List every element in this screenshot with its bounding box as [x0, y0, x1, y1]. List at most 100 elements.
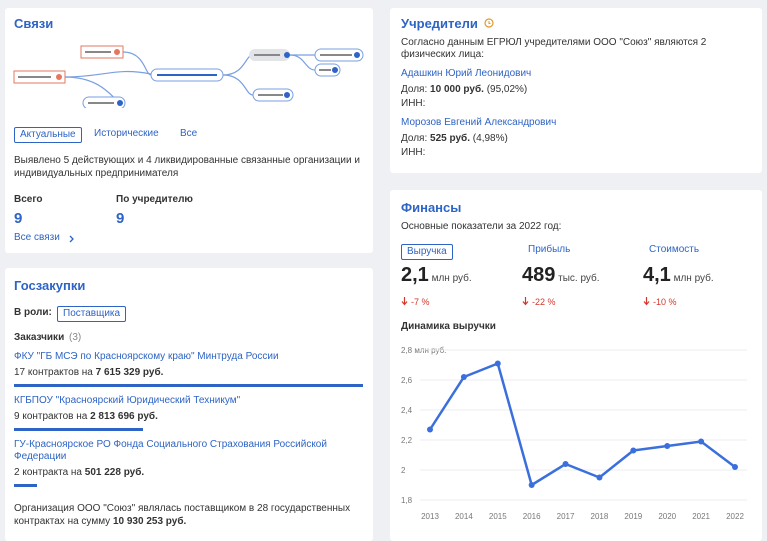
share: Доля: 525 руб. (4,98%)	[401, 133, 508, 145]
amount-bar	[14, 428, 143, 431]
value: 2,1	[401, 264, 429, 286]
amount-bar	[14, 484, 37, 487]
x-tick-label: 2015	[489, 512, 507, 521]
title: Госзакупки	[14, 278, 86, 293]
x-tick-label: 2020	[658, 512, 676, 521]
unit: млн руб.	[673, 273, 714, 284]
customer-name[interactable]: КГБПОУ "Красноярский Юридический Технику…	[14, 395, 241, 406]
share-amount: 525 руб.	[430, 133, 471, 144]
description: Выявлено 5 действующих и 4 ликвидированн…	[14, 155, 360, 179]
customer-name[interactable]: ГУ-Красноярское РО Фонда Социального Стр…	[14, 439, 327, 462]
chart-title: Динамика выручки	[401, 321, 496, 332]
point	[664, 443, 671, 449]
share: Доля: 10 000 руб. (95,02%)	[401, 84, 527, 96]
x-tick-label: 2022	[726, 512, 744, 521]
intro: Основные показатели за 2022 год:	[401, 221, 562, 232]
line	[428, 361, 736, 487]
chevron	[69, 235, 74, 243]
x-tick-label: 2018	[591, 512, 609, 521]
links-card: Связи Актуальные Исторические Все Выявле…	[5, 8, 373, 253]
tab[interactable]: Все	[180, 128, 198, 139]
customer-contracts: 9 контрактов на 2 813 696 руб.	[14, 411, 158, 423]
stat-label: Всего	[14, 194, 43, 205]
value: 4,1	[643, 264, 671, 286]
inn-label: ИНН:	[401, 147, 426, 158]
stat-value: 9	[116, 210, 125, 227]
y-tick-label: 2,4	[401, 406, 413, 415]
x-tick-label: 2017	[557, 512, 575, 521]
share-label: Доля:	[401, 84, 428, 95]
stat-value: 9	[14, 210, 23, 227]
point	[562, 461, 569, 467]
title: Связи	[14, 16, 54, 31]
metric-tab[interactable]: Прибыль	[528, 244, 571, 255]
unit: млн руб.	[431, 273, 472, 284]
down-arrow	[643, 297, 650, 306]
x-tick-label: 2019	[624, 512, 642, 521]
metric-value: 489 тыс. руб.	[522, 265, 600, 285]
metric-tab[interactable]: Выручка	[401, 244, 453, 260]
metric-value: 4,1 млн руб.	[643, 265, 714, 285]
stat-label: По учредителю	[116, 194, 193, 205]
x-tick-label: 2016	[523, 512, 541, 521]
y-tick-label: 2,6	[401, 376, 413, 385]
share-percent: (4,98%)	[472, 133, 508, 144]
tab[interactable]: Исторические	[94, 128, 159, 139]
unit: тыс. руб.	[558, 273, 600, 284]
person-name[interactable]: Морозов Евгений Александрович	[401, 117, 557, 128]
point	[596, 474, 603, 481]
point	[427, 426, 433, 433]
point	[528, 482, 535, 488]
point	[732, 464, 738, 470]
inn-label: ИНН:	[401, 98, 426, 109]
role[interactable]: Поставщика	[57, 306, 127, 322]
title: Учредители	[401, 16, 478, 31]
info-icon[interactable]	[484, 18, 494, 28]
chart: 1,822,22,42,62,8 млн руб.2013 2014 2015 201…	[401, 346, 747, 521]
amount: 7 615 329 руб.	[95, 367, 164, 378]
metric-change: -10 %	[653, 297, 677, 307]
down-arrow	[401, 297, 408, 306]
summary-amount: 10 930 253 руб.	[112, 516, 187, 527]
x-tick-label: 2014	[455, 512, 473, 521]
all-links[interactable]: Все связи	[14, 232, 60, 243]
person-name[interactable]: Адашкин Юрий Леонидович	[401, 68, 532, 79]
contracts: 17 контрактов на	[14, 367, 93, 378]
point	[698, 438, 705, 445]
x-tick-label: 2013	[421, 512, 439, 521]
customers-label: Заказчики	[14, 332, 65, 343]
x-tick-label: 2021	[692, 512, 710, 521]
contracts: 2 контракта на	[14, 467, 82, 478]
y-tick-label: 1,8	[401, 496, 413, 505]
amount: 501 228 руб.	[84, 467, 145, 478]
metric-value: 2,1 млн руб.	[401, 265, 472, 285]
customer-name[interactable]: ФКУ "ГБ МСЭ по Красноярскому краю" Минтр…	[14, 351, 279, 362]
metric-tab[interactable]: Стоимость	[649, 244, 700, 255]
point	[630, 447, 637, 454]
share-amount: 10 000 руб.	[430, 84, 484, 95]
founders-card: Учредители Согласно данным ЕГРЮЛ учредит…	[390, 8, 762, 173]
y-tick-label: 2,2	[401, 436, 413, 445]
contracts: 9 контрактов на	[14, 411, 88, 422]
customers-count: (3)	[69, 332, 82, 343]
intro: Согласно данным ЕГРЮЛ учредителями ООО "…	[401, 37, 707, 60]
amount-bar	[14, 384, 363, 387]
share-label: Доля:	[401, 133, 428, 144]
y-tick-label: 2	[401, 466, 406, 475]
links-diagram	[13, 45, 364, 108]
role-label: В роли:	[14, 307, 52, 318]
metric-change: -22 %	[532, 297, 556, 307]
summary-text: Организация ООО "Союз" являлась поставщи…	[14, 503, 351, 527]
title: Финансы	[401, 200, 462, 215]
procurement-card: Госзакупки В роли: Поставщика Заказчики …	[5, 268, 373, 541]
share-percent: (95,02%)	[486, 84, 528, 95]
customer-contracts: 2 контракта на 501 228 руб.	[14, 467, 144, 479]
summary: Организация ООО "Союз" являлась поставщи…	[14, 502, 369, 528]
tab[interactable]: Актуальные	[14, 127, 82, 143]
customer-contracts: 17 контрактов на 7 615 329 руб.	[14, 367, 163, 379]
amount: 2 813 696 руб.	[90, 411, 158, 422]
finances-card: Финансы Основные показатели за 2022 год:…	[390, 190, 762, 541]
value: 489	[522, 264, 556, 286]
point	[460, 374, 467, 380]
